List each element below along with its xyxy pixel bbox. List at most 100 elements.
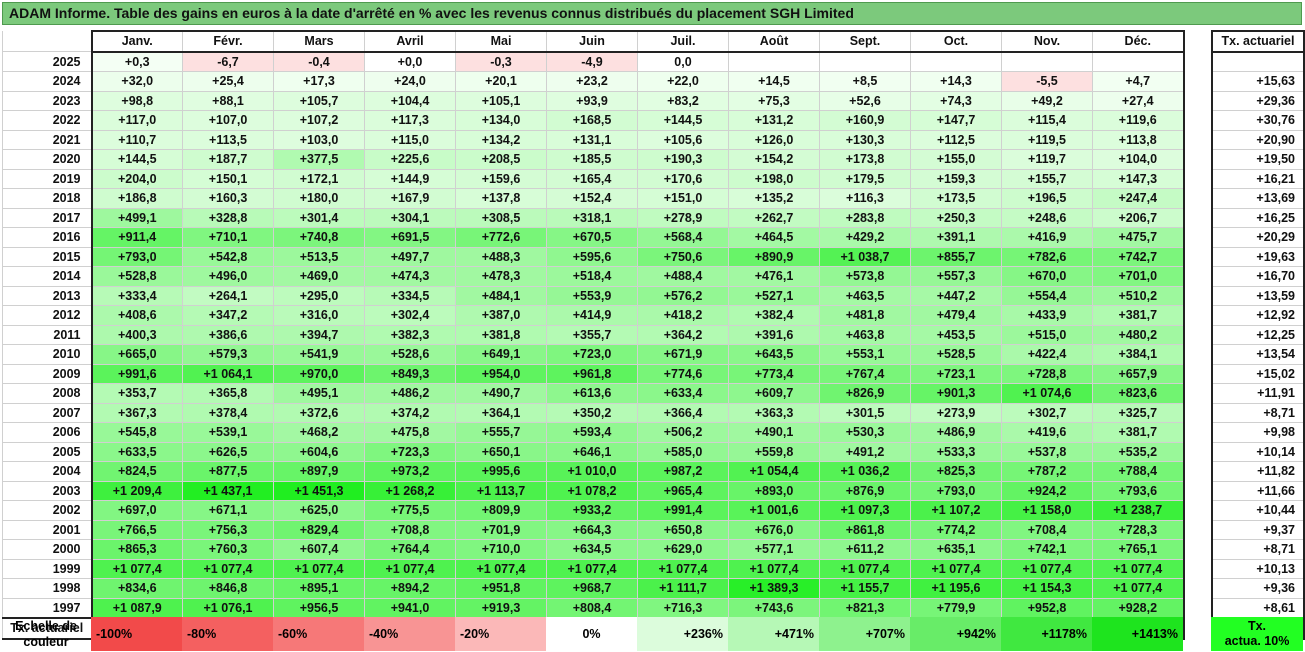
gain-cell: +119,7 <box>1001 149 1093 170</box>
gain-cell: +147,3 <box>1092 168 1185 189</box>
gain-cell: +115,4 <box>1001 110 1093 131</box>
legend-label: Echelle de couleur <box>2 617 90 651</box>
legend-swatch: +1413% <box>1092 617 1183 651</box>
gain-cell: +535,2 <box>1092 441 1185 462</box>
gain-cell: +901,3 <box>910 383 1002 404</box>
gain-cell: +782,6 <box>1001 246 1093 267</box>
gain-cell: +495,1 <box>273 383 365 404</box>
gain-cell: +809,9 <box>455 500 547 521</box>
gain-cell: +716,3 <box>637 597 729 619</box>
year-row: 2011 +400,3 +386,6 +394,7 +382,3 +381,8 +355,7… <box>2 324 1185 345</box>
year-label: 2024 <box>2 71 92 92</box>
gain-cell: +414,9 <box>546 305 638 326</box>
year-label: 2003 <box>2 480 92 501</box>
gain-cell: +172,1 <box>273 168 365 189</box>
gain-cell: +429,2 <box>819 227 911 248</box>
gain-cell: +541,9 <box>273 344 365 365</box>
gain-cell: +484,1 <box>455 285 547 306</box>
gain-cell: +824,5 <box>90 461 183 482</box>
gain-cell: +273,9 <box>910 402 1002 423</box>
gain-cell: +325,7 <box>1092 402 1185 423</box>
gain-cell: +433,9 <box>1001 305 1093 326</box>
year-row: 2002 +697,0 +671,1 +625,0 +775,5 +809,9 +933,2… <box>2 500 1185 521</box>
gain-cell: +750,6 <box>637 246 729 267</box>
month-header: Mars <box>273 30 365 53</box>
gain-cell: +701,9 <box>455 519 547 540</box>
gain-cell: +105,1 <box>455 90 547 111</box>
gain-cell: +773,4 <box>728 363 820 384</box>
year-label: 1998 <box>2 578 92 599</box>
gain-cell: +855,7 <box>910 246 1002 267</box>
gain-cell: +1 077,4 <box>728 558 820 579</box>
gain-cell: +204,0 <box>90 168 183 189</box>
year-label: 1997 <box>2 597 92 619</box>
gain-cell: +890,9 <box>728 246 820 267</box>
gain-cell: +793,0 <box>910 480 1002 501</box>
actuarial-row: +15,02 <box>1211 363 1305 384</box>
gain-cell: +670,5 <box>546 227 638 248</box>
gain-cell: +1 010,0 <box>546 461 638 482</box>
actuarial-rate-cell: +15,02 <box>1211 363 1305 384</box>
gain-cell: +766,5 <box>90 519 183 540</box>
gain-cell: +103,0 <box>273 129 365 150</box>
gain-cell: +635,1 <box>910 539 1002 560</box>
actuarial-row <box>1211 51 1305 72</box>
gain-cell: +107,0 <box>182 110 274 131</box>
gain-cell: +665,0 <box>90 344 183 365</box>
gain-cell: +911,4 <box>90 227 183 248</box>
gain-cell: +595,6 <box>546 246 638 267</box>
gain-cell: +422,4 <box>1001 344 1093 365</box>
gain-cell: +4,7 <box>1092 71 1185 92</box>
gain-cell: +573,8 <box>819 266 911 287</box>
gain-cell: +604,6 <box>273 441 365 462</box>
gain-cell: +670,0 <box>1001 266 1093 287</box>
gain-cell: +865,3 <box>90 539 183 560</box>
gain-cell: +740,8 <box>273 227 365 248</box>
gain-cell: +954,0 <box>455 363 547 384</box>
gain-cell: +877,5 <box>182 461 274 482</box>
actuarial-row: +13,59 <box>1211 285 1305 306</box>
year-row: 2005 +633,5 +626,5 +604,6 +723,3 +650,1 +646,1… <box>2 441 1185 462</box>
gain-cell: +366,4 <box>637 402 729 423</box>
gain-cell: +646,1 <box>546 441 638 462</box>
year-row: 2024 +32,0 +25,4 +17,3 +24,0 +20,1 +23,2 +22,0 +… <box>2 71 1185 92</box>
actuarial-row: +10,13 <box>1211 558 1305 579</box>
actuarial-row: +11,82 <box>1211 461 1305 482</box>
gain-cell: +147,7 <box>910 110 1002 131</box>
month-header: Janv. <box>90 30 183 53</box>
gain-cell: +1 077,4 <box>1001 558 1093 579</box>
gain-cell: +1 113,7 <box>455 480 547 501</box>
actuarial-rate-cell: +13,59 <box>1211 285 1305 306</box>
gain-cell: +486,9 <box>910 422 1002 443</box>
gain-cell: +134,2 <box>455 129 547 150</box>
actuarial-rate-cell: +12,92 <box>1211 305 1305 326</box>
legend-actuarial-swatch: Tx. actua. 10% <box>1211 617 1303 651</box>
gain-cell: +650,1 <box>455 441 547 462</box>
gain-cell: +876,9 <box>819 480 911 501</box>
gain-cell: -6,7 <box>182 51 274 72</box>
gain-cell: +1 107,2 <box>910 500 1002 521</box>
gain-cell: +190,3 <box>637 149 729 170</box>
gain-cell: +1 077,4 <box>364 558 456 579</box>
actuarial-rate-cell: +20,90 <box>1211 129 1305 150</box>
gain-cell: +793,6 <box>1092 480 1185 501</box>
month-header: Juil. <box>637 30 729 53</box>
gain-cell: +49,2 <box>1001 90 1093 111</box>
year-label: 2012 <box>2 305 92 326</box>
gain-cell: +264,1 <box>182 285 274 306</box>
gain-cell: +416,9 <box>1001 227 1093 248</box>
gain-cell: +22,0 <box>637 71 729 92</box>
gain-cell: +478,3 <box>455 266 547 287</box>
actuarial-row: +10,44 <box>1211 500 1305 521</box>
gain-cell: +1 077,4 <box>90 558 183 579</box>
year-row: 1998 +834,6 +846,8 +895,1 +894,2 +951,8 +968,7… <box>2 578 1185 599</box>
gain-cell: +928,2 <box>1092 597 1185 619</box>
year-label: 2019 <box>2 168 92 189</box>
actuarial-rate-cell: +10,13 <box>1211 558 1305 579</box>
year-row: 2000 +865,3 +760,3 +607,4 +764,4 +710,0 +634,5… <box>2 539 1185 560</box>
gain-cell: +198,0 <box>728 168 820 189</box>
year-label: 2000 <box>2 539 92 560</box>
gain-cell: +506,2 <box>637 422 729 443</box>
gain-cell: +301,5 <box>819 402 911 423</box>
year-label: 2011 <box>2 324 92 345</box>
